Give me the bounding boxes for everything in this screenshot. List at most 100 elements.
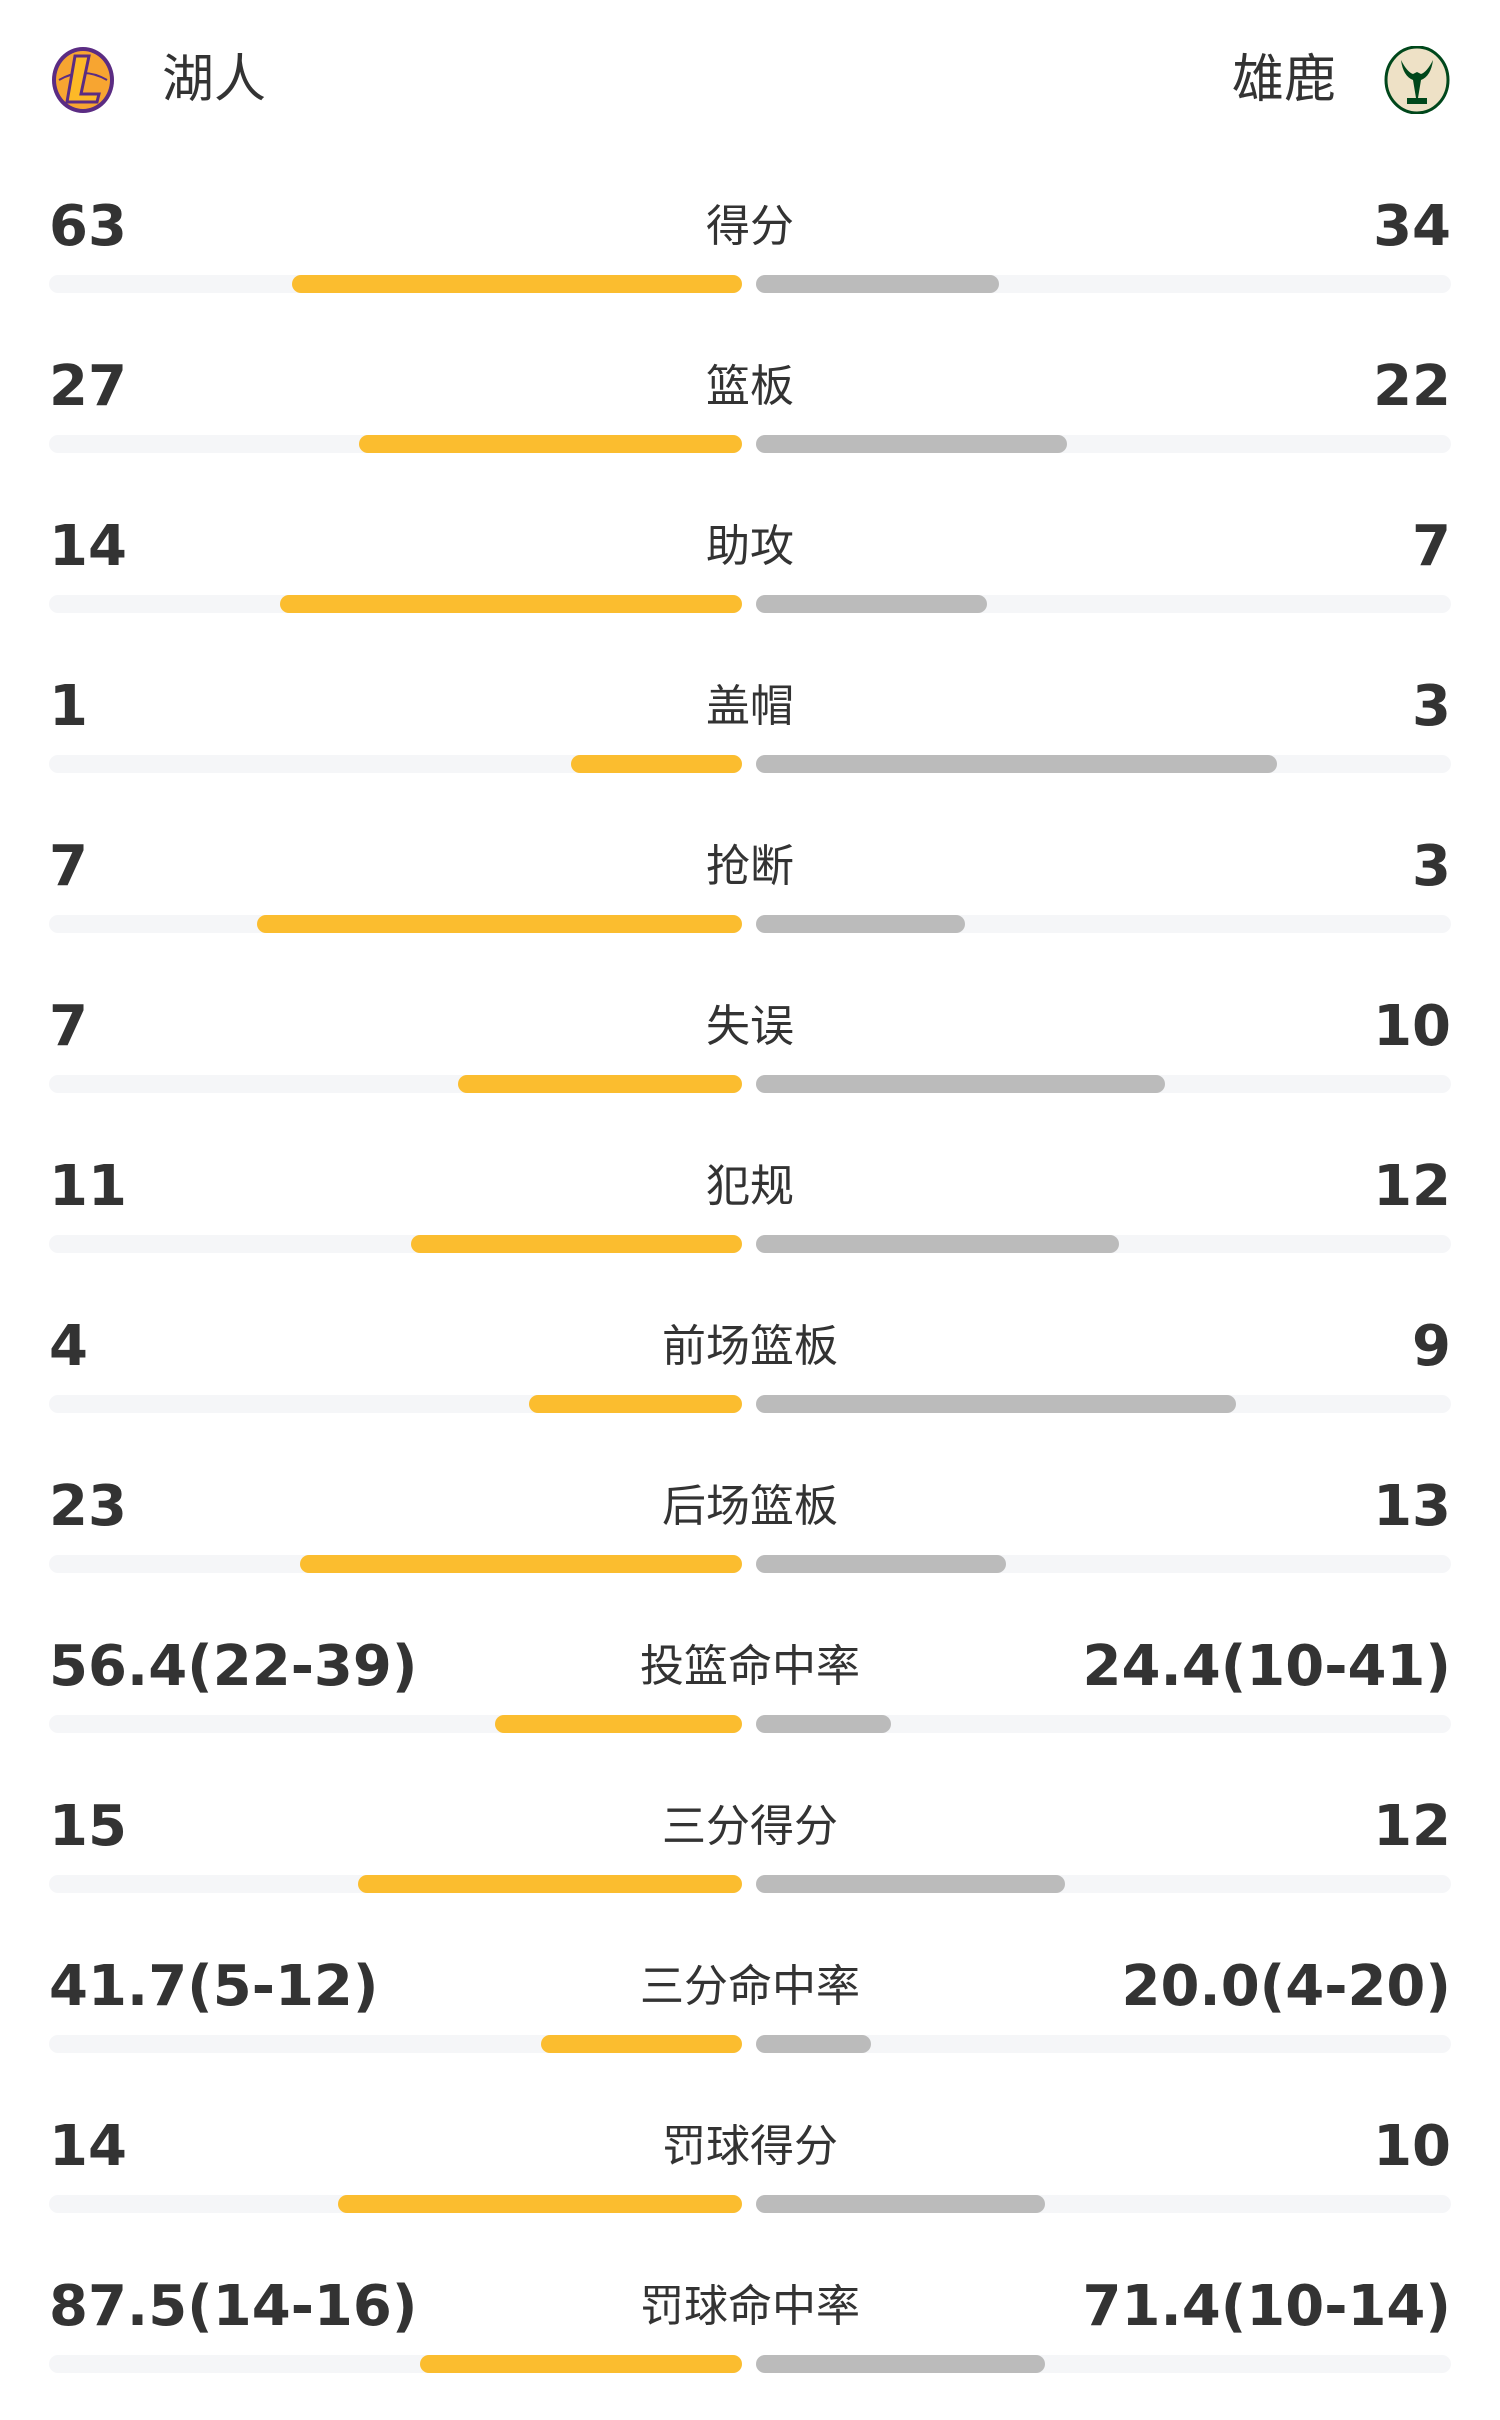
away-bar-track: [756, 1555, 1451, 1573]
stats-list: 63 得分 34 27 篮板 22 14 助攻 7 1 盖帽 3 7 抢断 3 7 失误 10 11 犯规 12 4 前场篮…: [0, 180, 1500, 2420]
stat-row: 87.5(14-16) 罚球命中率 71.4(10-14): [0, 2260, 1500, 2420]
away-stat-value: 9: [1412, 1314, 1451, 1379]
away-stat-value: 10: [1373, 994, 1451, 1059]
stat-label: 前场篮板: [662, 1321, 838, 1372]
away-bar-fill: [756, 2035, 871, 2053]
home-bar-track: [49, 2195, 742, 2213]
home-stat-value: 41.7(5-12): [49, 1954, 379, 2019]
stat-label: 罚球得分: [662, 2121, 838, 2172]
stat-label: 罚球命中率: [640, 2281, 860, 2332]
home-bar-track: [49, 1395, 742, 1413]
away-stat-value: 10: [1373, 2114, 1451, 2179]
away-stat-value: 3: [1412, 834, 1451, 899]
home-bar-fill: [541, 2035, 742, 2053]
away-bar-track: [756, 2035, 1451, 2053]
stat-row: 7 失误 10: [0, 980, 1500, 1140]
stat-row: 23 后场篮板 13: [0, 1460, 1500, 1620]
stat-row: 41.7(5-12) 三分命中率 20.0(4-20): [0, 1940, 1500, 2100]
home-bar-fill: [358, 1875, 742, 1893]
home-bar-track: [49, 2355, 742, 2373]
home-bar-track: [49, 275, 742, 293]
stat-label: 得分: [706, 201, 794, 252]
away-bar-fill: [756, 595, 988, 613]
home-bar-track: [49, 595, 742, 613]
stat-row: 63 得分 34: [0, 180, 1500, 340]
home-bar-fill: [292, 275, 742, 293]
stat-row: 14 助攻 7: [0, 500, 1500, 660]
lakers-logo-icon: [49, 46, 117, 114]
away-stat-value: 12: [1373, 1794, 1451, 1859]
home-bar-fill: [570, 755, 742, 773]
away-bar-track: [756, 1395, 1451, 1413]
away-bar-track: [756, 275, 1451, 293]
away-stat-value: 24.4(10-41): [1082, 1634, 1451, 1699]
bucks-logo-icon: [1383, 45, 1451, 115]
home-bar-track: [49, 1875, 742, 1893]
home-stat-value: 1: [49, 674, 88, 739]
away-bar-track: [756, 1875, 1451, 1893]
away-bar-track: [756, 1075, 1451, 1093]
home-stat-value: 87.5(14-16): [49, 2274, 418, 2339]
team-header: 湖人 雄鹿: [0, 0, 1500, 160]
away-bar-track: [756, 2355, 1451, 2373]
home-stat-value: 4: [49, 1314, 88, 1379]
away-stat-value: 13: [1373, 1474, 1451, 1539]
home-bar-track: [49, 755, 742, 773]
home-team-name: 湖人: [162, 50, 267, 110]
away-bar-track: [756, 1715, 1451, 1733]
home-stat-value: 56.4(22-39): [49, 1634, 418, 1699]
stat-label: 三分得分: [662, 1801, 838, 1852]
away-bar-fill: [756, 1235, 1119, 1253]
away-stat-value: 12: [1373, 1154, 1451, 1219]
stat-row: 7 抢断 3: [0, 820, 1500, 980]
home-bar-fill: [457, 1075, 742, 1093]
home-stat-value: 63: [49, 194, 127, 259]
stat-label: 盖帽: [706, 681, 794, 732]
stat-label: 投篮命中率: [640, 1641, 860, 1692]
stat-row: 56.4(22-39) 投篮命中率 24.4(10-41): [0, 1620, 1500, 1780]
away-bar-track: [756, 915, 1451, 933]
home-stat-value: 7: [49, 834, 88, 899]
away-bar-track: [756, 755, 1451, 773]
away-stat-value: 22: [1373, 354, 1451, 419]
home-bar-fill: [337, 2195, 742, 2213]
away-bar-fill: [756, 2195, 1046, 2213]
home-bar-track: [49, 1235, 742, 1253]
away-stat-value: 7: [1412, 514, 1451, 579]
stat-label: 助攻: [706, 521, 794, 572]
home-bar-fill: [279, 595, 742, 613]
away-bar-track: [756, 435, 1451, 453]
stat-label: 抢断: [706, 841, 794, 892]
away-bar-fill: [756, 275, 1000, 293]
stat-row: 14 罚球得分 10: [0, 2100, 1500, 2260]
stat-row: 1 盖帽 3: [0, 660, 1500, 820]
home-bar-track: [49, 2035, 742, 2053]
away-bar-fill: [756, 435, 1067, 453]
stat-label: 失误: [706, 1001, 794, 1052]
away-bar-track: [756, 595, 1451, 613]
home-stat-value: 27: [49, 354, 127, 419]
away-stat-value: 34: [1373, 194, 1451, 259]
home-bar-track: [49, 1075, 742, 1093]
home-bar-fill: [420, 2355, 742, 2373]
home-bar-fill: [256, 915, 742, 933]
stat-label: 三分命中率: [640, 1961, 860, 2012]
away-bar-fill: [756, 2355, 1046, 2373]
home-stat-value: 11: [49, 1154, 127, 1219]
stat-label: 篮板: [706, 361, 794, 412]
stat-row: 15 三分得分 12: [0, 1780, 1500, 1940]
away-team-name: 雄鹿: [1231, 50, 1336, 110]
stat-label: 犯规: [706, 1161, 794, 1212]
home-bar-fill: [299, 1555, 742, 1573]
home-stat-value: 7: [49, 994, 88, 1059]
away-bar-fill: [756, 755, 1277, 773]
away-bar-track: [756, 1235, 1451, 1253]
away-bar-fill: [756, 1075, 1165, 1093]
home-stat-value: 23: [49, 1474, 127, 1539]
away-bar-fill: [756, 1555, 1007, 1573]
stat-label: 后场篮板: [662, 1481, 838, 1532]
away-stat-value: 71.4(10-14): [1082, 2274, 1451, 2339]
home-stat-value: 14: [49, 514, 127, 579]
away-bar-fill: [756, 1715, 891, 1733]
away-stat-value: 20.0(4-20): [1121, 1954, 1452, 2019]
